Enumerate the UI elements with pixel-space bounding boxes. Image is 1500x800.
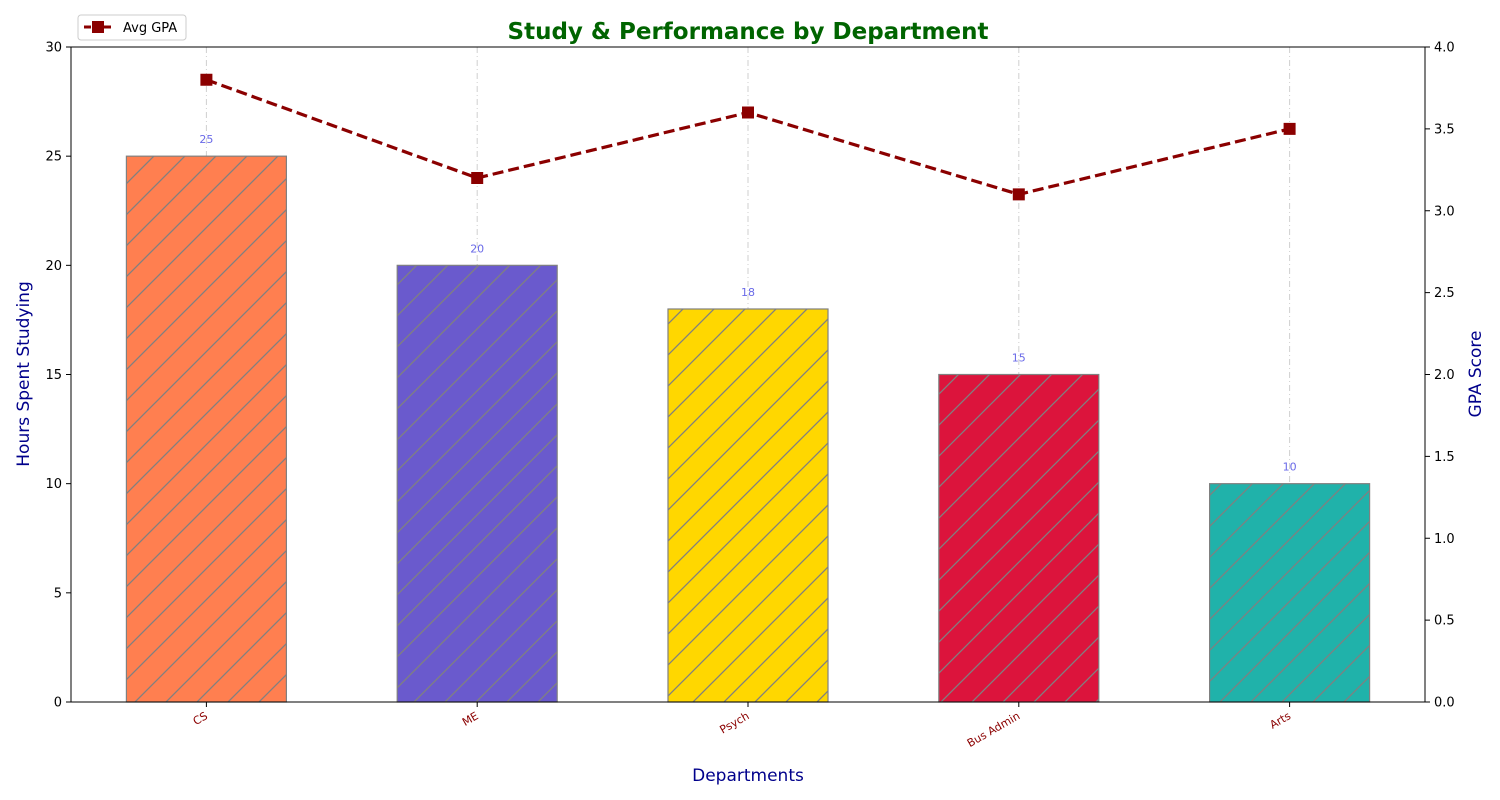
bar-hatch bbox=[125, 155, 288, 703]
legend-box bbox=[77, 14, 187, 41]
y2-tick-label: 2.5 bbox=[1434, 286, 1455, 301]
bar-hatch bbox=[667, 308, 829, 703]
gpa-line-series bbox=[200, 73, 1296, 201]
y2-axis-label: GPA Score bbox=[1466, 331, 1486, 418]
y-tick-label: 20 bbox=[45, 259, 62, 274]
bar-value-label: 18 bbox=[741, 286, 755, 299]
gpa-point bbox=[1012, 188, 1025, 201]
bar-hatch bbox=[938, 373, 1100, 703]
y2-tick-label: 0.0 bbox=[1434, 696, 1455, 711]
left-y-axis: 0 5 10 15 20 25 30 bbox=[45, 41, 71, 711]
y2-tick-label: 1.5 bbox=[1434, 450, 1455, 465]
y-axis-label: Hours Spent Studying bbox=[14, 281, 34, 466]
legend-marker-swatch bbox=[92, 21, 104, 33]
x-tick-label: CS bbox=[191, 709, 210, 728]
y-tick-label: 10 bbox=[45, 477, 62, 492]
bars: 25 20 18 15 10 bbox=[125, 133, 1371, 703]
bar-hatch bbox=[1208, 483, 1371, 703]
x-tick-label: ME bbox=[460, 709, 481, 729]
gpa-point bbox=[200, 73, 213, 86]
y-tick-label: 25 bbox=[45, 150, 62, 165]
y-tick-label: 5 bbox=[54, 586, 62, 601]
y2-tick-label: 4.0 bbox=[1434, 41, 1455, 56]
x-tick-label: Arts bbox=[1267, 709, 1293, 731]
y-tick-label: 30 bbox=[45, 41, 62, 56]
y2-tick-label: 3.0 bbox=[1434, 204, 1455, 219]
gpa-point bbox=[742, 106, 754, 119]
bar-value-label: 10 bbox=[1283, 461, 1297, 474]
bar-value-label: 15 bbox=[1012, 352, 1026, 365]
gpa-point bbox=[471, 172, 484, 184]
x-tick-label: Bus Admin bbox=[965, 709, 1022, 750]
gpa-point bbox=[1283, 122, 1296, 135]
y-tick-label: 15 bbox=[45, 368, 62, 383]
x-tick-label: Psych bbox=[718, 709, 752, 736]
bar-value-label: 25 bbox=[199, 133, 213, 146]
legend: Avg GPA bbox=[77, 14, 187, 41]
x-axis-label: Departments bbox=[692, 766, 804, 786]
bar-hatch bbox=[396, 264, 558, 703]
y2-tick-label: 3.5 bbox=[1434, 122, 1455, 137]
y2-tick-label: 1.0 bbox=[1434, 532, 1455, 547]
x-axis: CS ME Psych Bus Admin Arts bbox=[191, 702, 1293, 750]
right-y-axis: 0.0 0.5 1.0 1.5 2.0 2.5 3.0 3.5 4.0 bbox=[1425, 41, 1455, 711]
legend-entry-label: Avg GPA bbox=[123, 21, 177, 36]
y2-tick-label: 2.0 bbox=[1434, 368, 1455, 383]
y-tick-label: 0 bbox=[54, 696, 62, 711]
y2-tick-label: 0.5 bbox=[1434, 614, 1455, 629]
bar-value-label: 20 bbox=[470, 242, 484, 255]
chart-title: Study & Performance by Department bbox=[508, 19, 989, 45]
